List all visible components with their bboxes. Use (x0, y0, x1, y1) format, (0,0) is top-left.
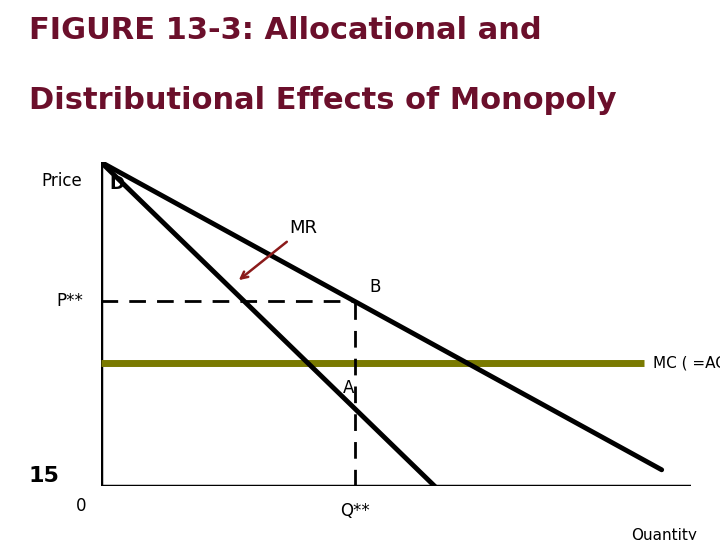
Text: Distributional Effects of Monopoly: Distributional Effects of Monopoly (29, 86, 616, 116)
Text: MC ( =AC): MC ( =AC) (653, 355, 720, 370)
Text: B: B (369, 279, 381, 296)
Text: 0: 0 (76, 497, 86, 515)
Text: A: A (343, 379, 354, 397)
Text: FIGURE 13-3: Allocational and: FIGURE 13-3: Allocational and (29, 16, 541, 45)
Text: Price: Price (42, 172, 83, 190)
Text: D: D (109, 175, 125, 193)
Text: 15: 15 (29, 466, 60, 486)
Text: MR: MR (241, 219, 318, 279)
Text: P**: P** (56, 292, 83, 310)
Text: Q**: Q** (340, 502, 369, 520)
Text: Quantity
per week: Quantity per week (626, 528, 697, 540)
